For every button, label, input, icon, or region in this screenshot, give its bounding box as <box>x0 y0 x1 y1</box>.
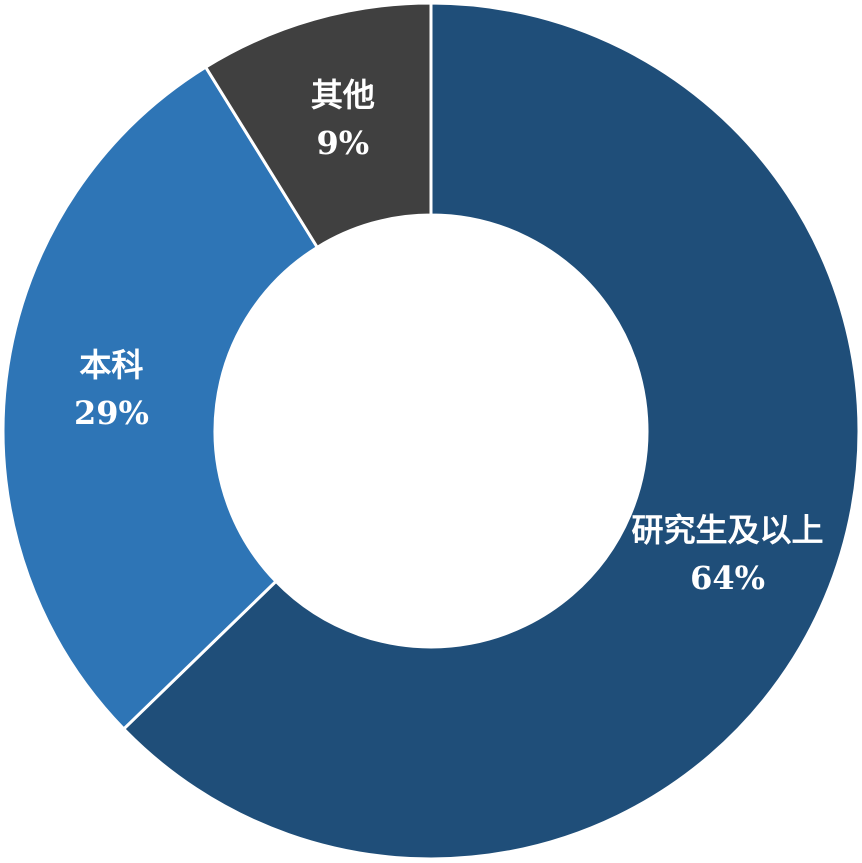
slice-value-label: 9% <box>317 124 370 162</box>
slice-value-label: 64% <box>690 559 765 597</box>
slice-value-label: 29% <box>74 394 149 432</box>
donut-slice <box>203 1 433 250</box>
slice-category-label: 本科 <box>79 346 143 384</box>
donut-slice <box>1 65 320 732</box>
donut-slice <box>121 1 861 861</box>
slice-category-label: 其他 <box>311 76 375 114</box>
slice-category-label: 研究生及以上 <box>632 511 824 549</box>
